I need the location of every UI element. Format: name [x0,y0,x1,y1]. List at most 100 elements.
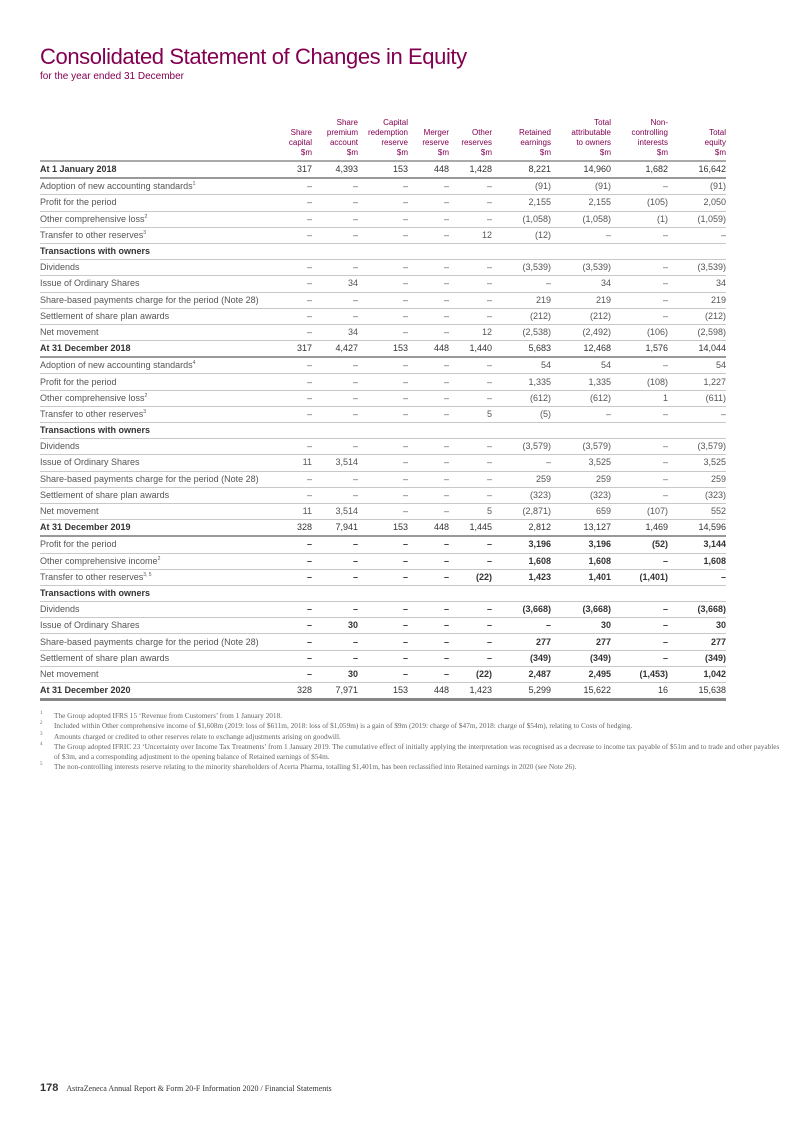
cell-value: – [611,275,668,293]
row-label-text: Other comprehensive income [40,555,158,566]
cell-value: 1,428 [449,161,492,180]
cell-value: – [266,633,312,651]
footnote: 1 The Group adopted IFRS 15 ‘Revenue from… [40,711,780,721]
cell-value: – [492,617,551,635]
cell-value: (91) [551,178,611,196]
table-row: Issue of Ordinary Shares 11 3,514– – – –3,525… [40,454,726,472]
footnote: 3 Amounts charged or credited to other re… [40,732,780,742]
cell-value: – [266,292,312,309]
cell-value: 3,196 [492,536,551,554]
cell-value: – [358,275,408,293]
cell-value: 14,044 [668,340,726,359]
cell-value: 14,960 [551,161,611,180]
cell-value: – [358,487,408,504]
row-label-text: Profit for the period [40,197,117,208]
cell-value: – [358,373,408,391]
cell-value: 448 [408,682,449,702]
cell-value: 1,423 [449,682,492,702]
row-label: At 31 December 2019 [40,519,266,538]
cell-value: (2,538) [492,324,551,342]
cell-value: 277 [492,633,551,651]
cell-value: (612) [551,390,611,407]
row-label-text: Share-based payments charge for the peri… [40,636,259,647]
cell-value: – [449,178,492,196]
cell-value: 1,445 [449,519,492,538]
cell-value: – [266,275,312,293]
cell-value: – [312,308,358,325]
column-header-line: $m [599,148,611,157]
column-header-line: $m [714,148,726,157]
cell-value: 5 [449,406,492,424]
cell-value: – [449,487,492,504]
cell-value: – [358,536,408,554]
column-header-line: Total [709,128,726,137]
row-label-text: At 31 December 2020 [40,685,131,696]
row-label-text: Transfer to other reserves [40,408,144,419]
cell-value: – [449,194,492,212]
cell-value: – [408,601,449,619]
cell-value: (106) [611,324,668,342]
row-label: At 31 December 2020 [40,682,266,702]
cell-value: – [408,503,449,521]
cell-value: 2,155 [492,194,551,212]
table-row: Share-based payments charge for the peri… [40,471,726,488]
cell-value: – [312,569,358,586]
table-row: Net movement 11 3,514– –5 (2,871) 659 (107) 552 [40,503,726,521]
cell-value: 5,683 [492,340,551,359]
cell-value: – [408,471,449,488]
table-row: Other comprehensive loss2– – – – – (612) (612)… [40,390,726,407]
cell-value: 259 [668,471,726,488]
column-header-line: reserve [381,138,408,147]
cell-value: – [611,308,668,325]
footnote-text: The Group adopted IFRS 15 ‘Revenue from … [54,711,283,721]
footnote-number: 3 [40,731,43,737]
cell-value: – [611,487,668,504]
row-label: Issue of Ordinary Shares [40,454,266,472]
table-row: Profit for the period – – – – –1,335 1,335 (108… [40,373,726,391]
cell-value: 15,622 [551,682,611,702]
cell-value: – [668,569,726,586]
cell-value: 1,469 [611,519,668,538]
row-label: Profit for the period [40,373,266,391]
column-header-line: $m [346,148,358,157]
cell-value: 13,127 [551,519,611,538]
cell-value: – [312,633,358,651]
column-header-line: $m [480,148,492,157]
cell-value: 2,487 [492,666,551,684]
cell-value: 277 [668,633,726,651]
column-header-line: Share [290,128,312,137]
cell-value: – [358,471,408,488]
cell-value: 54 [551,357,611,375]
column-header-line: Total [594,118,611,127]
cell-value: – [408,292,449,309]
row-label-text: Dividends [40,604,80,615]
table-header: Share capital $m Share premium account $m Capit… [40,118,726,162]
cell-value: 4,427 [312,340,358,359]
column-header-line: $m [396,148,408,157]
footnote-ref: 3 [143,229,146,236]
cell-value: – [266,373,312,391]
cell-value: – [408,438,449,456]
column-header-line: Other [471,128,492,137]
cell-value: – [358,553,408,570]
cell-value: 4,393 [312,161,358,180]
column-header-line: redemption [367,128,408,137]
cell-value: – [611,259,668,277]
cell-value: 659 [551,503,611,521]
row-label-text: Issue of Ordinary Shares [40,620,140,631]
cell-value: – [266,406,312,424]
row-label: Net movement [40,324,266,342]
table-row: Transfer to other reserves3– – – –5 (5) – – – [40,406,726,424]
cell-value: – [492,454,551,472]
cell-value: – [312,292,358,309]
cell-value: 3,144 [668,536,726,554]
cell-value: – [449,633,492,651]
cell-value: 153 [358,519,408,538]
cell-value: – [408,194,449,212]
cell-value: 3,514 [312,454,358,472]
cell-value: – [312,487,358,504]
footnote-ref: 3, 5 [143,571,152,578]
table-row: Profit for the period – – – – –3,196 3,196 (52)… [40,536,726,554]
cell-value: – [449,357,492,375]
column-header-line: to owners [576,138,611,147]
